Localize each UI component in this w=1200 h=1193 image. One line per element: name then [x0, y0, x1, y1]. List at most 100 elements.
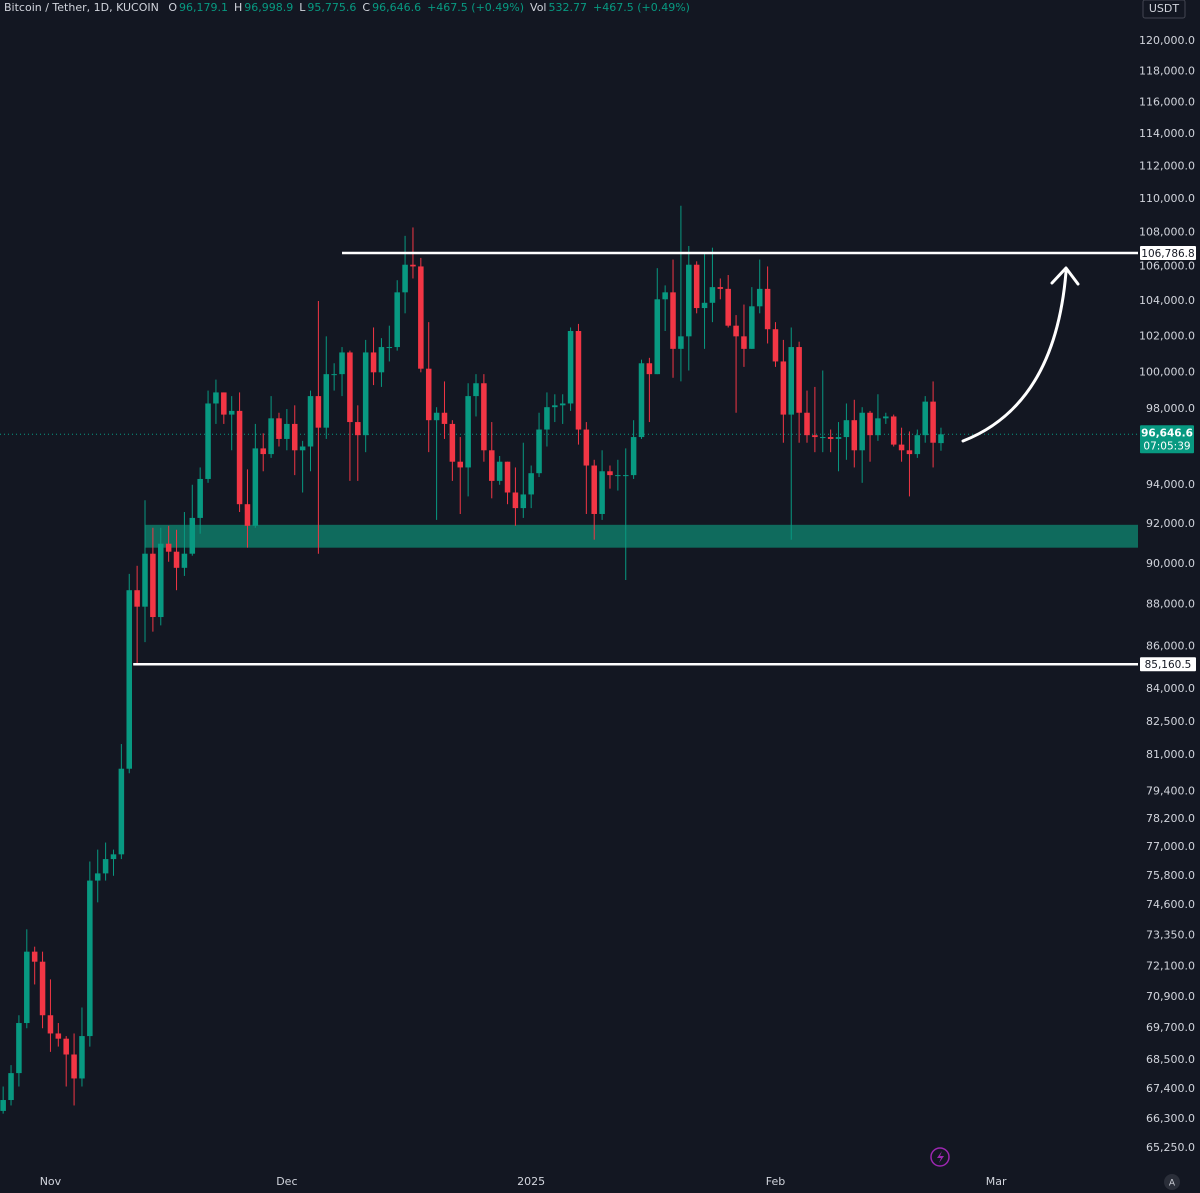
y-tick-label: 68,500.0 [1146, 1053, 1195, 1066]
candle-body [780, 361, 787, 415]
ohlc-value: 96,179.1 [179, 1, 229, 14]
candle-body [615, 475, 621, 477]
candle-body [678, 336, 684, 349]
candle-body [331, 374, 337, 376]
ohlc-key: L [299, 1, 306, 14]
candle-body [733, 325, 739, 337]
candle-body [355, 422, 361, 436]
candle-body [16, 1023, 22, 1074]
y-tick-label: 82,500.0 [1146, 715, 1195, 728]
candle-body [583, 429, 590, 466]
candle-body [764, 288, 771, 330]
candle-body [347, 352, 353, 423]
alert-bolt [937, 1151, 944, 1163]
candle-body [804, 412, 810, 436]
candle-body [87, 880, 93, 1037]
x-tick-label: Nov [40, 1175, 62, 1188]
currency[interactable]: USDT [1149, 2, 1180, 15]
candle-body [693, 264, 700, 309]
candle-body [686, 264, 692, 337]
y-tick-label: 118,000.0 [1139, 65, 1195, 78]
y-tick-label: 84,000.0 [1146, 682, 1195, 695]
candle-body [591, 465, 597, 514]
ohlc-key: C [362, 1, 371, 14]
y-tick-label: 77,000.0 [1146, 840, 1195, 853]
candle-body [607, 471, 613, 476]
candle-body [268, 418, 274, 455]
y-tick-label: 86,000.0 [1146, 639, 1195, 652]
candle-body [922, 401, 928, 436]
candle-body [189, 517, 196, 554]
support-zone [145, 524, 1139, 548]
candle-body [725, 288, 731, 326]
candle-body [717, 287, 724, 289]
y-tick-label: 98,000.0 [1146, 402, 1195, 415]
scale-mode-button[interactable] [1164, 1174, 1180, 1190]
candle-body [433, 412, 440, 421]
candle-body [410, 264, 416, 267]
candle-body [575, 331, 582, 430]
currency-box[interactable] [1142, 0, 1186, 19]
x-tick-label: Mar [986, 1175, 1007, 1188]
y-tick-label: 67,400.0 [1146, 1082, 1195, 1095]
candle-body [236, 410, 243, 505]
y-tick-label: 66,300.0 [1146, 1112, 1195, 1125]
y-tick-label: 79,400.0 [1146, 784, 1195, 797]
alert-icon[interactable] [930, 1147, 950, 1167]
x-tick-label: Feb [766, 1175, 785, 1188]
ohlc-key: O [168, 1, 178, 14]
candle-body [567, 331, 574, 404]
candle-body [741, 336, 747, 349]
candle-body [528, 473, 534, 495]
candle-body [31, 951, 38, 962]
candle-body [796, 347, 802, 413]
change: +467.5 (+0.49%) [427, 1, 525, 14]
candle-body [599, 471, 605, 514]
candle-body [481, 383, 487, 451]
y-tick-label: 90,000.0 [1146, 557, 1195, 570]
candle-body [299, 446, 306, 451]
candle-body [489, 450, 495, 481]
y-tick-label: 94,000.0 [1146, 478, 1195, 491]
y-tick-label: 70,900.0 [1146, 990, 1195, 1003]
candle-body [181, 553, 188, 568]
candle-body [851, 420, 858, 451]
y-tick-label: 116,000.0 [1139, 96, 1195, 109]
candle-body [638, 363, 645, 438]
candle-body [622, 475, 629, 477]
scale-mode[interactable]: A [1169, 1179, 1176, 1189]
plot [0, 205, 1139, 1114]
candle-body [315, 396, 322, 428]
candle-body [110, 854, 117, 860]
y-tick-label: 102,000.0 [1139, 329, 1195, 342]
candle-body [465, 396, 471, 468]
candle-body [244, 504, 251, 526]
candle-body [8, 1073, 14, 1101]
y-tick-label: 69,700.0 [1146, 1021, 1195, 1034]
candle-body [165, 543, 172, 552]
candle-body [79, 1036, 85, 1079]
candle-body [670, 292, 676, 349]
candle-body [788, 347, 794, 415]
level-label-box [1140, 246, 1196, 261]
candle-body [544, 407, 550, 430]
candle-body [118, 768, 125, 855]
candle-body [158, 543, 164, 618]
candle-body [906, 450, 913, 455]
candle-body [260, 448, 266, 455]
y-tick-label: 72,100.0 [1146, 960, 1195, 973]
y-tick-label: 112,000.0 [1139, 159, 1195, 172]
candle-body [662, 292, 668, 300]
y-tick-label: 108,000.0 [1139, 225, 1195, 238]
candle-body [418, 266, 424, 369]
symbol-title: Bitcoin / Tether, 1D, KUCOIN [4, 1, 159, 14]
y-tick-label: 92,000.0 [1146, 517, 1195, 530]
ohlc-value: 96,998.9 [244, 1, 294, 14]
candle-body [772, 329, 779, 362]
candle-body [307, 396, 314, 447]
candle-body [820, 437, 826, 439]
candle-body [24, 951, 30, 1024]
